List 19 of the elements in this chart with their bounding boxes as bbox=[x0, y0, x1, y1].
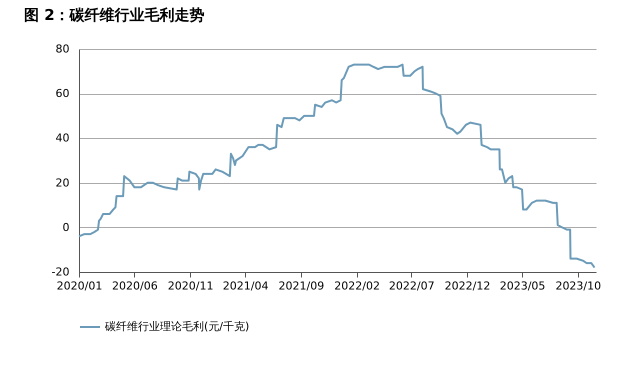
legend-label: 碳纤维行业理论毛利(元/千克) bbox=[104, 320, 250, 333]
x-tick-label: 2023/10 bbox=[555, 280, 602, 292]
y-tick-label: -20 bbox=[52, 266, 70, 278]
x-tick-label: 2021/04 bbox=[222, 280, 268, 292]
x-tick-label: 2020/06 bbox=[112, 280, 158, 292]
x-tick-label: 2020/11 bbox=[168, 280, 214, 292]
x-tick-label: 2022/02 bbox=[334, 280, 380, 292]
y-tick-label: 0 bbox=[62, 220, 70, 234]
x-tick-label: 2022/12 bbox=[444, 280, 490, 292]
x-tick-label: 2020/01 bbox=[56, 280, 102, 292]
x-tick-label: 2021/09 bbox=[278, 280, 324, 292]
x-tick-label: 2023/05 bbox=[500, 280, 546, 292]
y-tick-label: 40 bbox=[56, 132, 70, 145]
y-tick-label: 80 bbox=[56, 42, 70, 56]
y-tick-label: 20 bbox=[56, 176, 70, 190]
x-tick-label: 2022/07 bbox=[388, 280, 435, 292]
y-tick-label: 60 bbox=[56, 87, 70, 100]
chart-title: 图 2：碳纤维行业毛利走势 bbox=[24, 6, 205, 24]
line-series bbox=[78, 64, 596, 269]
